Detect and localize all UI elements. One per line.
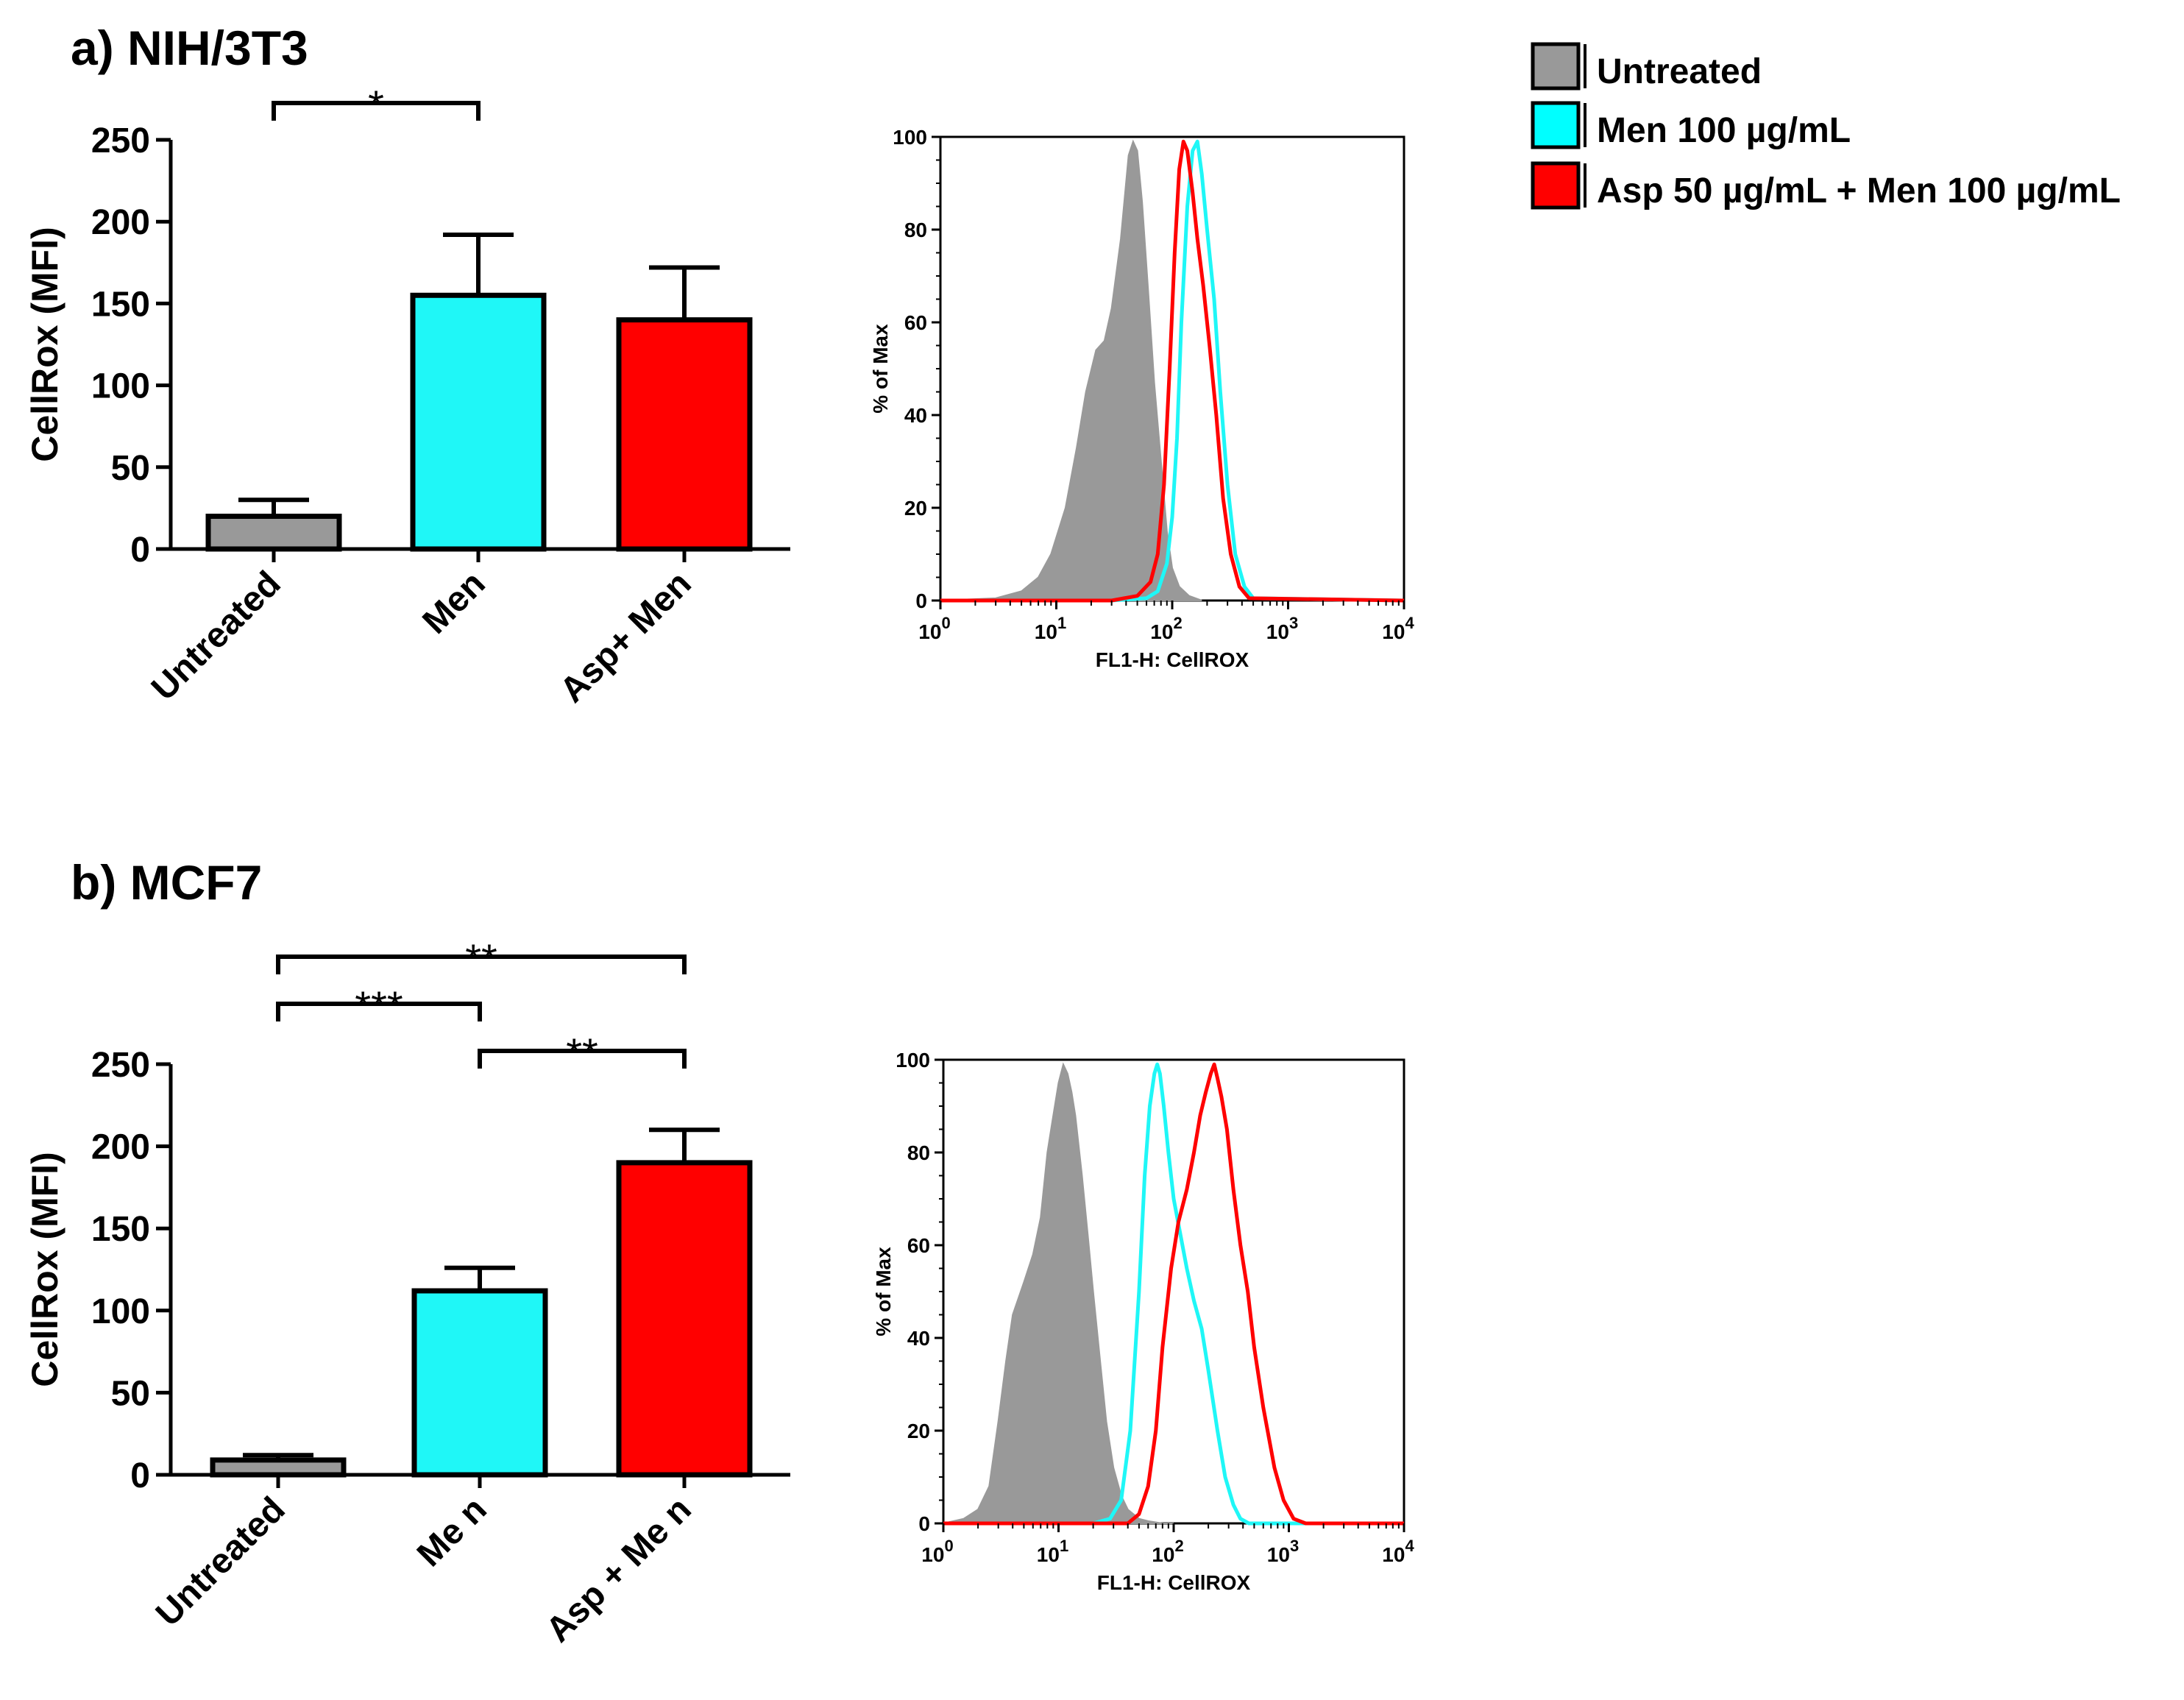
y-tick-label: 150 [91,1210,150,1249]
legend-label-men: Men 100 µg/mL [1597,111,1851,150]
x-tick-label: 103 [1266,614,1298,643]
y-axis-label: CellRox (MFI) [24,227,65,461]
x-tick-label: 104 [1382,614,1414,643]
histogram-mcf7: 0 20 40 60 80 100 100 101 102 103 104 FL1-H: CellRO… [872,1049,1414,1594]
bar-2 [411,1288,548,1478]
x-tick-label: 100 [918,614,950,643]
y-tick-label: 40 [904,404,927,427]
histogram-series-men [940,139,1405,603]
y-tick-label: 40 [907,1327,930,1350]
x-tick-label: 100 [921,1537,953,1566]
x-tick-label: Asp + Me n [539,1490,699,1650]
bar-chart-nih3t3: 0 50 100 150 200 250 CellRox (MFI) Untreated Men… [24,82,790,710]
y-tick-label: 250 [91,1046,150,1085]
x-tick-label: Asp+ Men [553,564,699,710]
y-tick-label: 100 [91,1292,150,1331]
y-tick-label: 0 [918,1512,930,1535]
legend-label-asp-men: Asp 50 µg/mL + Men 100 µg/mL [1597,171,2121,210]
histogram-series-untreated [943,1062,1174,1524]
significance-bracket [478,1049,687,1069]
legend-entry-untreated: Untreated [1531,42,1762,91]
significance-label: ** [566,1030,598,1076]
y-tick-label: 20 [904,497,927,520]
legend-swatch-asp-men [1531,161,1581,210]
panel-b-title: b) MCF7 [71,855,262,910]
y-axis-label: % of Max [872,1247,895,1336]
x-tick-label: Me n [410,1490,494,1574]
legend-swatch-untreated [1531,42,1581,91]
histogram-series-untreated [940,139,1202,601]
x-tick-label: 103 [1267,1537,1299,1566]
bar-2 [410,292,547,552]
significance-label: *** [355,982,403,1029]
y-tick-label: 50 [111,449,150,488]
x-tick-label: Untreated [149,1490,293,1634]
y-tick-label: 100 [893,126,927,149]
x-tick-label: 102 [1150,614,1182,643]
y-tick-label: 0 [130,1456,150,1495]
histogram-series-men [943,1062,1404,1526]
y-tick-label: 150 [91,285,150,324]
histogram-series-asp_men [940,139,1405,603]
panel-a-title: a) NIH/3T3 [71,21,308,75]
x-tick-label: Untreated [144,564,288,708]
y-tick-label: 200 [91,1128,150,1167]
bar-1 [205,514,342,552]
y-tick-label: 100 [896,1049,930,1072]
x-tick-label: 102 [1152,1537,1183,1566]
significance-label: ** [465,935,497,982]
y-tick-label: 80 [907,1141,930,1164]
y-tick-label: 60 [904,311,927,334]
y-tick-label: 20 [907,1420,930,1442]
y-tick-label: 250 [91,121,150,160]
x-axis-label: FL1-H: CellROX [1097,1571,1251,1594]
y-tick-label: 60 [907,1234,930,1257]
legend-entry-asp-men: Asp 50 µg/mL + Men 100 µg/mL [1531,161,2121,210]
bar-3 [616,317,753,552]
bar-chart-mcf7: 0 50 100 150 200 250 CellRox (MFI) Untreated Me … [24,935,790,1650]
x-tick-label: 104 [1382,1537,1414,1566]
y-axis-label: CellRox (MFI) [24,1152,65,1386]
bar-1 [210,1457,347,1478]
y-tick-label: 50 [111,1374,150,1413]
bar-3 [616,1160,753,1478]
significance-bracket [276,1002,482,1021]
histogram-nih3t3: 0 20 40 60 80 100 100 101 102 103 104 FL1-H: CellRO… [869,126,1414,671]
x-tick-label: 101 [1035,614,1066,643]
legend: Untreated Men 100 µg/mL Asp 50 µg/mL + M… [1531,42,2121,210]
y-tick-label: 0 [130,531,150,570]
y-axis-label: % of Max [869,324,892,414]
y-tick-label: 80 [904,219,927,241]
y-tick-label: 200 [91,203,150,242]
significance-label: * [368,82,384,128]
x-axis-label: FL1-H: CellROX [1096,648,1249,671]
x-tick-label: 101 [1037,1537,1068,1566]
significance-bracket [276,955,687,974]
histogram-series-asp_men [943,1062,1404,1526]
significance-bracket [272,101,481,121]
legend-swatch-men [1531,101,1581,149]
legend-label-untreated: Untreated [1597,52,1762,91]
y-tick-label: 0 [915,589,927,612]
legend-entry-men: Men 100 µg/mL [1531,101,1851,150]
x-tick-label: Men [415,564,492,641]
y-tick-label: 100 [91,367,150,406]
